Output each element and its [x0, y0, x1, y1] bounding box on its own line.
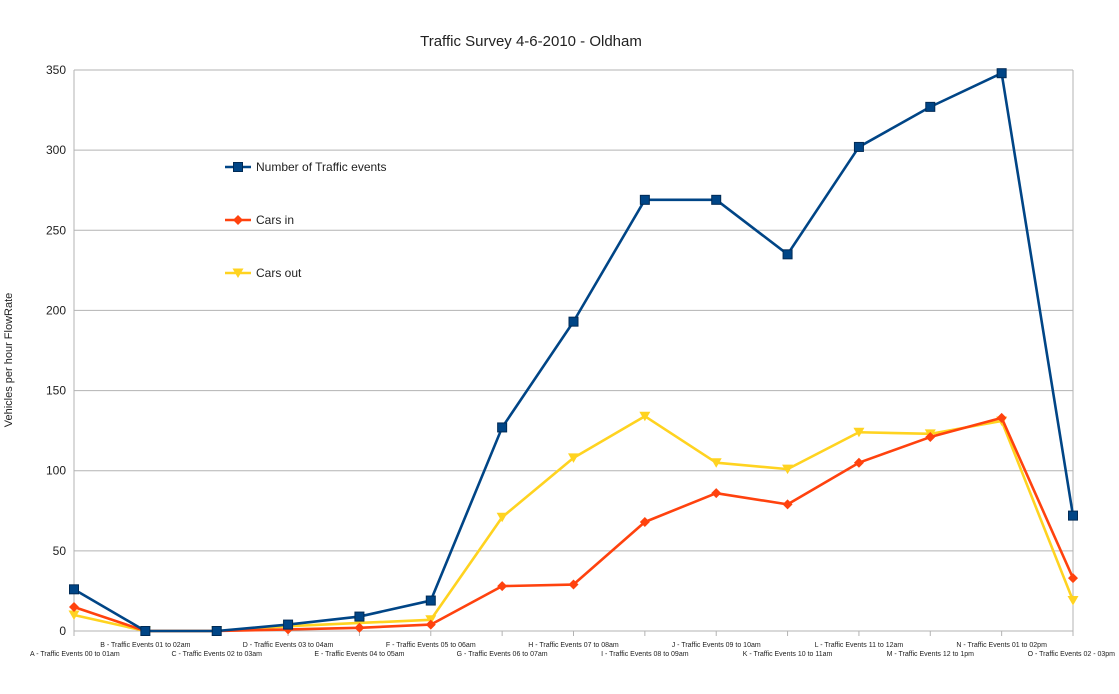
x-axis-ticks: A - Traffic Events 00 to 01am B - Traffic…: [30, 631, 1115, 658]
y-tick-label: 250: [46, 223, 66, 237]
legend: Number of Traffic events Cars in Cars out: [225, 160, 387, 280]
data-point: [140, 626, 151, 636]
legend-marker: [232, 268, 244, 278]
legend-item: Number of Traffic events: [225, 160, 387, 174]
y-tick-label: 50: [53, 544, 67, 558]
y-tick-label: 300: [46, 143, 66, 157]
x-tick-label: G - Traffic Events 06 to 07am: [457, 651, 548, 658]
y-tick-label: 100: [46, 464, 66, 478]
series-line: [73, 71, 1075, 633]
data-point: [283, 619, 294, 630]
data-point: [711, 488, 722, 499]
x-tick-label: E - Traffic Events 04 to 05am: [314, 651, 404, 658]
data-point: [711, 194, 722, 205]
data-point: [69, 601, 79, 612]
legend-marker: [233, 162, 243, 172]
x-tick-label: O - Traffic Events 02 - 03pm: [1028, 651, 1116, 658]
data-point: [69, 584, 79, 595]
data-point: [853, 427, 865, 438]
data-point: [996, 412, 1007, 423]
grid-lines: [74, 69, 1073, 632]
x-tick-label: C - Traffic Events 02 to 03am: [171, 651, 262, 658]
x-tick-label: J - Traffic Events 09 to 10am: [672, 642, 761, 649]
data-point: [68, 610, 80, 620]
legend-label: Cars in: [256, 213, 294, 227]
data-point: [425, 619, 436, 630]
x-tick-label: H - Traffic Events 07 to 08am: [528, 642, 619, 649]
data-point: [925, 101, 936, 112]
data-point: [782, 249, 793, 260]
x-tick-label: I - Traffic Events 08 to 09am: [601, 651, 689, 658]
legend-label: Number of Traffic events: [256, 160, 387, 174]
legend-marker: [233, 215, 243, 225]
series-1: [69, 412, 1078, 636]
x-tick-label: F - Traffic Events 05 to 06am: [386, 642, 476, 649]
data-point: [497, 581, 508, 592]
y-axis-label: Vehicles per hour FlowRate: [3, 293, 15, 428]
legend-item: Cars in: [225, 213, 294, 227]
data-point: [1067, 596, 1079, 606]
series-2: [68, 411, 1079, 636]
data-point: [211, 626, 222, 636]
y-tick-label: 150: [46, 384, 66, 398]
x-tick-label: M - Traffic Events 12 to 1pm: [887, 651, 975, 658]
data-point: [1068, 510, 1078, 521]
series-line: [73, 416, 1075, 633]
x-tick-label: K - Traffic Events 10 to 11am: [743, 651, 833, 658]
legend-label: Cars out: [256, 266, 302, 280]
y-tick-label: 200: [46, 303, 66, 317]
chart-title: Traffic Survey 4-6-2010 - Oldham: [420, 33, 642, 50]
x-tick-label: L - Traffic Events 11 to 12am: [815, 642, 904, 649]
series-layer: [68, 68, 1079, 636]
data-point: [639, 517, 650, 528]
y-tick-label: 350: [46, 63, 66, 77]
data-point: [496, 512, 508, 523]
data-point: [710, 458, 722, 468]
data-point: [354, 622, 365, 633]
plot-area: [73, 70, 1074, 631]
y-tick-label: 0: [59, 624, 66, 638]
y-axis-ticks: 0 50 100 150 200 250 300 350: [46, 63, 66, 638]
x-tick-label: A - Traffic Events 00 to 01am: [30, 651, 120, 658]
data-point: [925, 432, 936, 443]
data-point: [996, 68, 1007, 79]
data-point: [853, 457, 864, 468]
data-point: [639, 411, 651, 422]
x-tick-label: D - Traffic Events 03 to 04am: [243, 642, 334, 649]
x-tick-label: N - Traffic Events 01 to 02pm: [956, 642, 1047, 649]
data-point: [568, 579, 579, 590]
data-point: [639, 194, 650, 205]
data-point: [782, 499, 793, 510]
series-0: [69, 68, 1078, 636]
x-tick-label: B - Traffic Events 01 to 02am: [100, 642, 190, 649]
data-point: [425, 595, 436, 606]
data-point: [568, 453, 579, 463]
data-point: [497, 422, 508, 433]
data-point: [853, 141, 864, 152]
legend-item: Cars out: [225, 266, 302, 280]
data-point: [568, 316, 579, 327]
series-line: [73, 414, 1075, 633]
data-point: [782, 464, 794, 475]
data-point: [354, 611, 365, 622]
data-point: [1068, 573, 1078, 584]
